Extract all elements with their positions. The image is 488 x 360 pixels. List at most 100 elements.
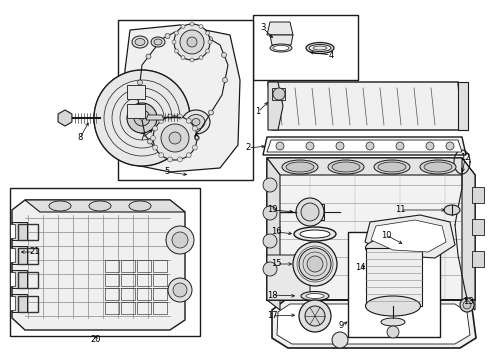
- Polygon shape: [25, 200, 184, 212]
- Circle shape: [263, 178, 276, 192]
- Bar: [121, 260, 135, 272]
- Bar: [18, 296, 38, 312]
- Bar: [12, 246, 27, 264]
- Ellipse shape: [308, 45, 330, 51]
- Polygon shape: [267, 82, 283, 130]
- Circle shape: [169, 132, 181, 144]
- Circle shape: [190, 22, 194, 26]
- Circle shape: [180, 30, 203, 54]
- Polygon shape: [271, 300, 475, 348]
- Text: 2: 2: [245, 144, 250, 153]
- Bar: [118, 20, 252, 180]
- Text: 14: 14: [354, 264, 365, 273]
- Circle shape: [205, 31, 209, 35]
- Polygon shape: [370, 220, 445, 252]
- Circle shape: [150, 135, 155, 140]
- Circle shape: [165, 226, 194, 254]
- Bar: [121, 274, 135, 286]
- Circle shape: [207, 36, 212, 41]
- Bar: [18, 272, 38, 288]
- Circle shape: [181, 55, 184, 60]
- Text: 9: 9: [338, 321, 343, 330]
- Circle shape: [192, 126, 197, 131]
- Circle shape: [292, 242, 336, 286]
- Ellipse shape: [192, 118, 200, 126]
- Circle shape: [127, 103, 157, 133]
- Polygon shape: [266, 140, 461, 152]
- Text: 8: 8: [77, 134, 82, 143]
- Ellipse shape: [423, 162, 451, 172]
- Circle shape: [155, 41, 160, 46]
- Polygon shape: [266, 158, 474, 300]
- Circle shape: [137, 80, 142, 85]
- Bar: [252, 15, 357, 80]
- Bar: [471, 219, 483, 235]
- Text: 4: 4: [328, 50, 333, 59]
- Ellipse shape: [312, 46, 326, 50]
- Ellipse shape: [285, 162, 313, 172]
- Circle shape: [221, 53, 226, 58]
- Circle shape: [167, 114, 172, 119]
- Bar: [10, 248, 15, 262]
- Text: 15: 15: [270, 260, 281, 269]
- Circle shape: [335, 142, 343, 150]
- Bar: [471, 251, 483, 267]
- Ellipse shape: [443, 205, 459, 215]
- Polygon shape: [146, 115, 163, 120]
- Bar: [12, 222, 27, 240]
- Circle shape: [147, 139, 152, 144]
- Ellipse shape: [89, 201, 111, 211]
- Bar: [105, 288, 119, 300]
- Circle shape: [164, 33, 170, 39]
- Ellipse shape: [365, 296, 420, 316]
- Polygon shape: [267, 82, 461, 130]
- Ellipse shape: [151, 37, 164, 47]
- Ellipse shape: [377, 162, 405, 172]
- Bar: [12, 270, 27, 288]
- Bar: [153, 274, 167, 286]
- Circle shape: [146, 54, 151, 59]
- Circle shape: [186, 118, 191, 123]
- Ellipse shape: [269, 44, 291, 52]
- Ellipse shape: [380, 318, 404, 326]
- Bar: [153, 302, 167, 314]
- Ellipse shape: [49, 201, 71, 211]
- Circle shape: [199, 24, 203, 28]
- Circle shape: [272, 88, 285, 100]
- Circle shape: [459, 298, 473, 312]
- Polygon shape: [269, 35, 292, 45]
- Circle shape: [205, 49, 209, 53]
- Circle shape: [295, 198, 324, 226]
- Bar: [127, 104, 145, 118]
- Circle shape: [208, 110, 213, 115]
- Circle shape: [159, 153, 163, 158]
- Circle shape: [207, 40, 212, 44]
- Polygon shape: [12, 200, 184, 330]
- Text: 13: 13: [462, 297, 472, 306]
- Circle shape: [331, 332, 347, 348]
- Circle shape: [94, 70, 190, 166]
- Bar: [471, 187, 483, 203]
- Circle shape: [305, 142, 313, 150]
- Text: 20: 20: [91, 336, 101, 345]
- Circle shape: [177, 114, 182, 119]
- Circle shape: [298, 248, 330, 280]
- Text: 12: 12: [459, 153, 469, 162]
- Circle shape: [298, 300, 330, 332]
- Ellipse shape: [129, 201, 151, 211]
- Circle shape: [305, 306, 325, 326]
- Circle shape: [153, 116, 197, 160]
- Bar: [137, 302, 151, 314]
- Bar: [153, 288, 167, 300]
- Text: 6: 6: [193, 134, 198, 143]
- Circle shape: [263, 206, 276, 220]
- Bar: [127, 85, 145, 99]
- Bar: [137, 260, 151, 272]
- Circle shape: [395, 142, 403, 150]
- Circle shape: [174, 49, 178, 53]
- Circle shape: [173, 283, 186, 297]
- Ellipse shape: [365, 238, 420, 258]
- Circle shape: [192, 145, 197, 150]
- Bar: [347, 232, 439, 337]
- Ellipse shape: [305, 293, 324, 298]
